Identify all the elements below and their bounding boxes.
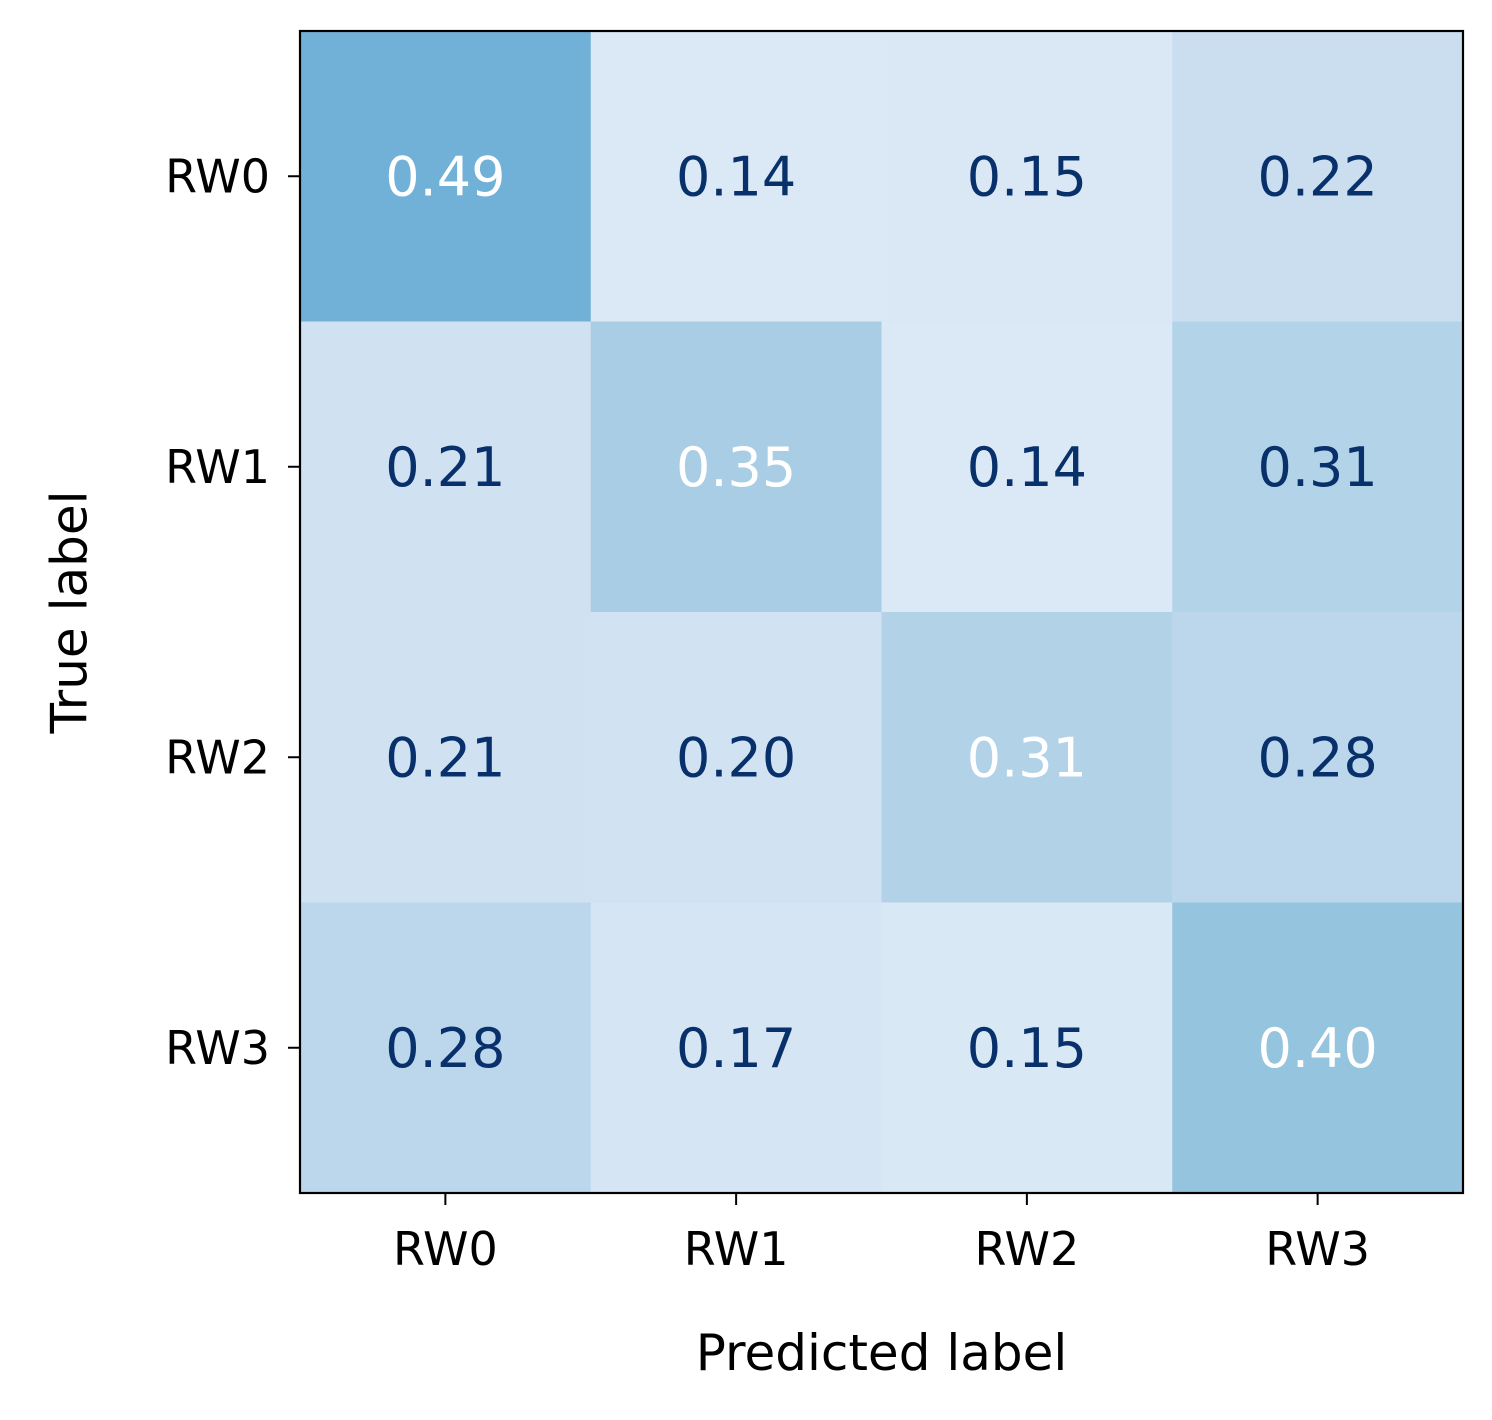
plot-frame: [298, 29, 1465, 1195]
y-axis-ticks: RW0 RW1 RW2 RW3: [165, 149, 300, 1075]
heatmap-cell-r3-c1: [590, 902, 882, 1194]
heatmap-cell-r2-c2: [881, 612, 1173, 903]
cell-value-label-r1-c1: 0.35: [676, 436, 796, 499]
heatmap-cell-r3-c3: [1172, 902, 1464, 1194]
heatmap-cell-r1-c2: [881, 321, 1173, 613]
heatmap-cell-r3-c0: [300, 902, 592, 1194]
cell-value-label-r3-c0: 0.28: [385, 1017, 505, 1080]
heatmap-cell-r1-c1: [590, 321, 882, 613]
heatmap-cell-r2-c3: [1172, 612, 1464, 903]
y-tick-label-1: RW1: [165, 440, 270, 494]
heatmap-cell-r0-c2: [881, 31, 1173, 322]
cell-value-label-r2-c1: 0.20: [676, 726, 796, 789]
cell-value-label-r0-c1: 0.14: [676, 145, 796, 208]
cell-value-label-r1-c0: 0.21: [385, 436, 505, 499]
x-tick-label-0: RW0: [393, 1222, 498, 1276]
y-tick-label-3: RW3: [165, 1021, 270, 1075]
heatmap-cell-r1-c3: [1172, 321, 1464, 613]
y-tick-label-0: RW0: [165, 149, 270, 203]
cell-value-label-r2-c0: 0.21: [385, 726, 505, 789]
x-axis-ticks: RW0 RW1 RW2 RW3: [393, 1193, 1370, 1276]
heatmap-cell-r3-c2: [881, 902, 1173, 1194]
cell-value-label-r2-c2: 0.31: [967, 726, 1087, 789]
cell-value-label-r0-c3: 0.22: [1258, 145, 1378, 208]
x-tick-label-3: RW3: [1265, 1222, 1370, 1276]
heatmap-cell-r0-c3: [1172, 31, 1464, 322]
heatmap-value-labels: 0.49 0.14 0.15 0.22 0.21 0.35 0.14 0.31 0.21 0.20…: [385, 145, 1377, 1080]
cell-value-label-r3-c3: 0.40: [1258, 1017, 1378, 1080]
heatmap-cells: [300, 31, 1464, 1194]
heatmap-cell-r1-c0: [300, 321, 592, 613]
heatmap-cell-r0-c0: [300, 31, 592, 322]
cell-value-label-r1-c2: 0.14: [967, 436, 1087, 499]
x-axis-label: Predicted label: [696, 1324, 1068, 1382]
cell-value-label-r0-c2: 0.15: [967, 145, 1087, 208]
y-axis-label: True label: [41, 490, 99, 734]
cell-value-label-r0-c0: 0.49: [385, 145, 505, 208]
y-tick-label-2: RW2: [165, 730, 270, 784]
cell-value-label-r3-c1: 0.17: [676, 1017, 796, 1080]
cell-value-label-r2-c3: 0.28: [1258, 726, 1378, 789]
x-tick-label-2: RW2: [974, 1222, 1079, 1276]
heatmap-cell-r2-c1: [590, 612, 882, 903]
cell-value-label-r1-c3: 0.31: [1258, 436, 1378, 499]
cell-value-label-r3-c2: 0.15: [967, 1017, 1087, 1080]
x-tick-label-1: RW1: [684, 1222, 789, 1276]
heatmap-cell-r0-c1: [590, 31, 882, 322]
heatmap-cell-r2-c0: [300, 612, 592, 903]
